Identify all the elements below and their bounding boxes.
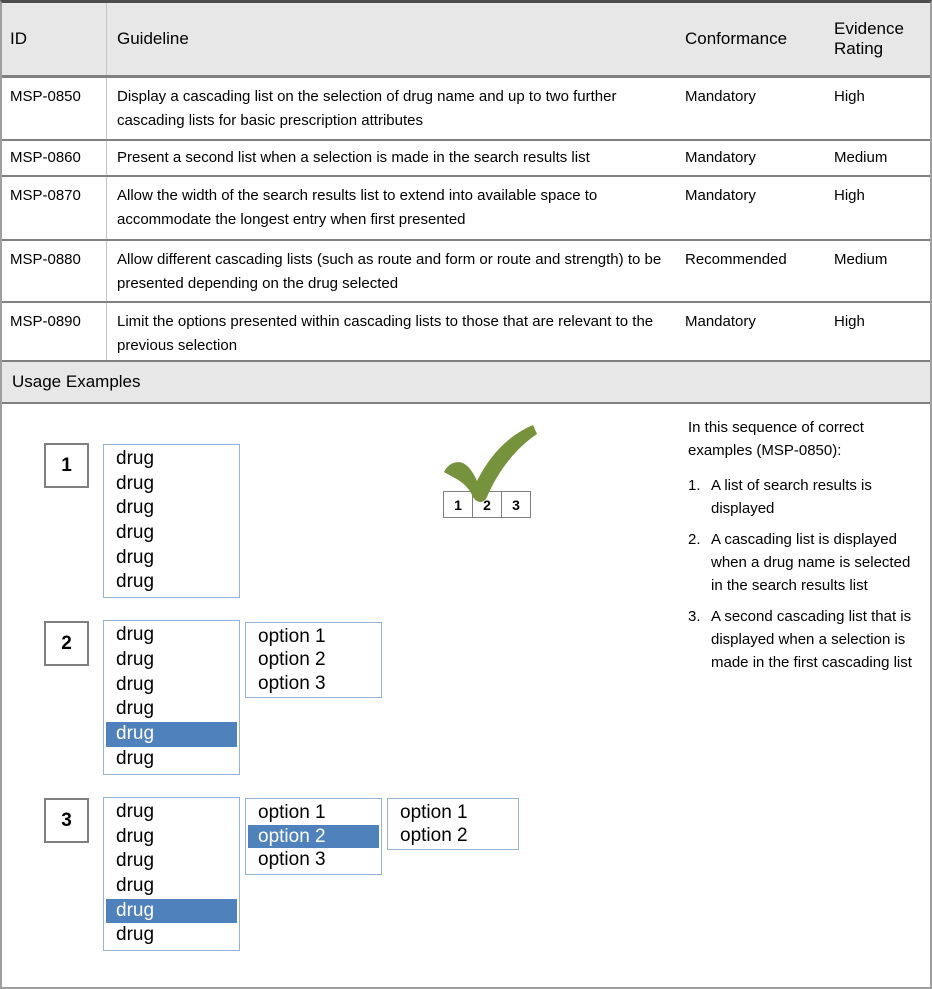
table-row: MSP-0880 Allow different cascading lists… <box>2 241 930 303</box>
list-item-drug: drug <box>116 698 155 720</box>
list-item-option: option 3 <box>258 849 326 871</box>
list-item-drug: drug <box>116 747 155 769</box>
list-item-drug: drug <box>116 571 155 593</box>
list-item-drug: drug <box>116 546 155 568</box>
column-header-evidence: Evidence Rating <box>834 19 904 58</box>
search-results-list: drug drug drug drug drug drug <box>103 797 240 951</box>
step-number-badge: 2 <box>44 621 89 666</box>
cell-conformance: Mandatory <box>685 149 756 166</box>
list-item-drug: drug <box>116 448 155 469</box>
annotation-title: In this sequence of correct examples (MS… <box>688 419 864 459</box>
table-row: MSP-0850 Display a cascading list on the… <box>2 78 930 141</box>
table-row: MSP-0870 Allow the width of the search r… <box>2 177 930 241</box>
list-item-drug: drug <box>116 497 155 519</box>
cell-guideline: Allow different cascading lists (such as… <box>117 251 662 292</box>
cell-evidence: Medium <box>834 251 888 268</box>
annotation-item-number: 2. <box>688 531 701 548</box>
usage-examples-header: Usage Examples <box>2 362 930 404</box>
annotation-item-text: A list of search results is displayed <box>711 477 872 517</box>
cascading-list-1: option 1 option 2 option 3 <box>245 622 382 698</box>
list-item-option: option 3 <box>258 672 326 694</box>
cell-guideline: Limit the options presented within casca… <box>117 313 654 354</box>
cell-id: MSP-0890 <box>2 303 107 360</box>
cell-guideline: Display a cascading list on the selectio… <box>117 88 617 129</box>
cell-id: MSP-0870 <box>2 177 107 239</box>
list-item-drug: drug <box>116 472 155 494</box>
annotation-item-text: A cascading list is displayed when a dru… <box>711 531 911 594</box>
cell-conformance: Mandatory <box>685 187 756 204</box>
list-item-drug: drug <box>116 924 155 946</box>
cell-conformance: Recommended <box>685 251 787 268</box>
annotation-item-number: 1. <box>688 477 701 494</box>
annotation-text: In this sequence of correct examples (MS… <box>688 416 926 682</box>
list-item-option: option 2 <box>400 825 468 846</box>
annotation-item-number: 3. <box>688 608 701 625</box>
cell-evidence: High <box>834 88 865 105</box>
cell-id: MSP-0860 <box>2 141 107 175</box>
step-number-badge: 3 <box>44 798 89 843</box>
list-item-option: option 1 <box>400 802 468 823</box>
cascading-list-1: option 1 option 2 option 3 <box>245 798 382 875</box>
sequence-step-box: 3 <box>501 491 531 518</box>
table-row: MSP-0890 Limit the options presented wit… <box>2 303 930 362</box>
cell-conformance: Mandatory <box>685 88 756 105</box>
table-header-row: ID Guideline Conformance Evidence Rating <box>2 3 930 78</box>
step-number-badge: 1 <box>44 443 89 488</box>
list-item-drug: drug <box>116 673 155 695</box>
list-item-drug: drug <box>116 801 155 822</box>
column-header-conformance: Conformance <box>685 29 788 48</box>
cell-id: MSP-0880 <box>2 241 107 301</box>
list-item-option: option 1 <box>258 802 326 823</box>
annotation-list-item: 1. A list of search results is displayed <box>688 474 926 520</box>
annotation-list-item: 2. A cascading list is displayed when a … <box>688 528 926 597</box>
list-item-drug: drug <box>116 825 155 847</box>
column-header-id: ID <box>2 3 107 75</box>
annotation-item-text: A second cascading list that is displaye… <box>711 608 912 671</box>
table-row: MSP-0860 Present a second list when a se… <box>2 141 930 177</box>
cell-evidence: High <box>834 187 865 204</box>
checkmark-icon <box>444 425 537 502</box>
search-results-list: drug drug drug drug drug drug <box>103 620 240 775</box>
cell-id: MSP-0850 <box>2 78 107 139</box>
search-results-list: drug drug drug drug drug drug <box>103 444 240 598</box>
column-header-guideline: Guideline <box>117 29 189 48</box>
list-item-option-selected: option 2 <box>248 824 379 849</box>
list-item-option: option 1 <box>258 626 326 647</box>
usage-examples-canvas: 1 drug drug drug drug drug drug 1 2 3 2 … <box>2 404 930 987</box>
cascading-list-2: option 1 option 2 <box>387 798 519 850</box>
annotation-list-item: 3. A second cascading list that is displ… <box>688 605 926 674</box>
cell-evidence: High <box>834 313 865 330</box>
cell-conformance: Mandatory <box>685 313 756 330</box>
sequence-step-box: 1 <box>443 491 473 518</box>
list-item-drug-selected: drug <box>106 898 237 924</box>
sequence-indicator: 1 2 3 <box>443 491 531 518</box>
list-item-drug: drug <box>116 850 155 872</box>
list-item-drug-selected: drug <box>106 722 237 747</box>
list-item-drug: drug <box>116 875 155 897</box>
list-item-drug: drug <box>116 522 155 544</box>
list-item-drug: drug <box>116 648 155 670</box>
cell-evidence: Medium <box>834 149 888 166</box>
list-item-option: option 2 <box>258 649 326 671</box>
cell-guideline: Allow the width of the search results li… <box>117 187 598 228</box>
cell-guideline: Present a second list when a selection i… <box>117 149 590 166</box>
list-item-drug: drug <box>116 624 155 645</box>
